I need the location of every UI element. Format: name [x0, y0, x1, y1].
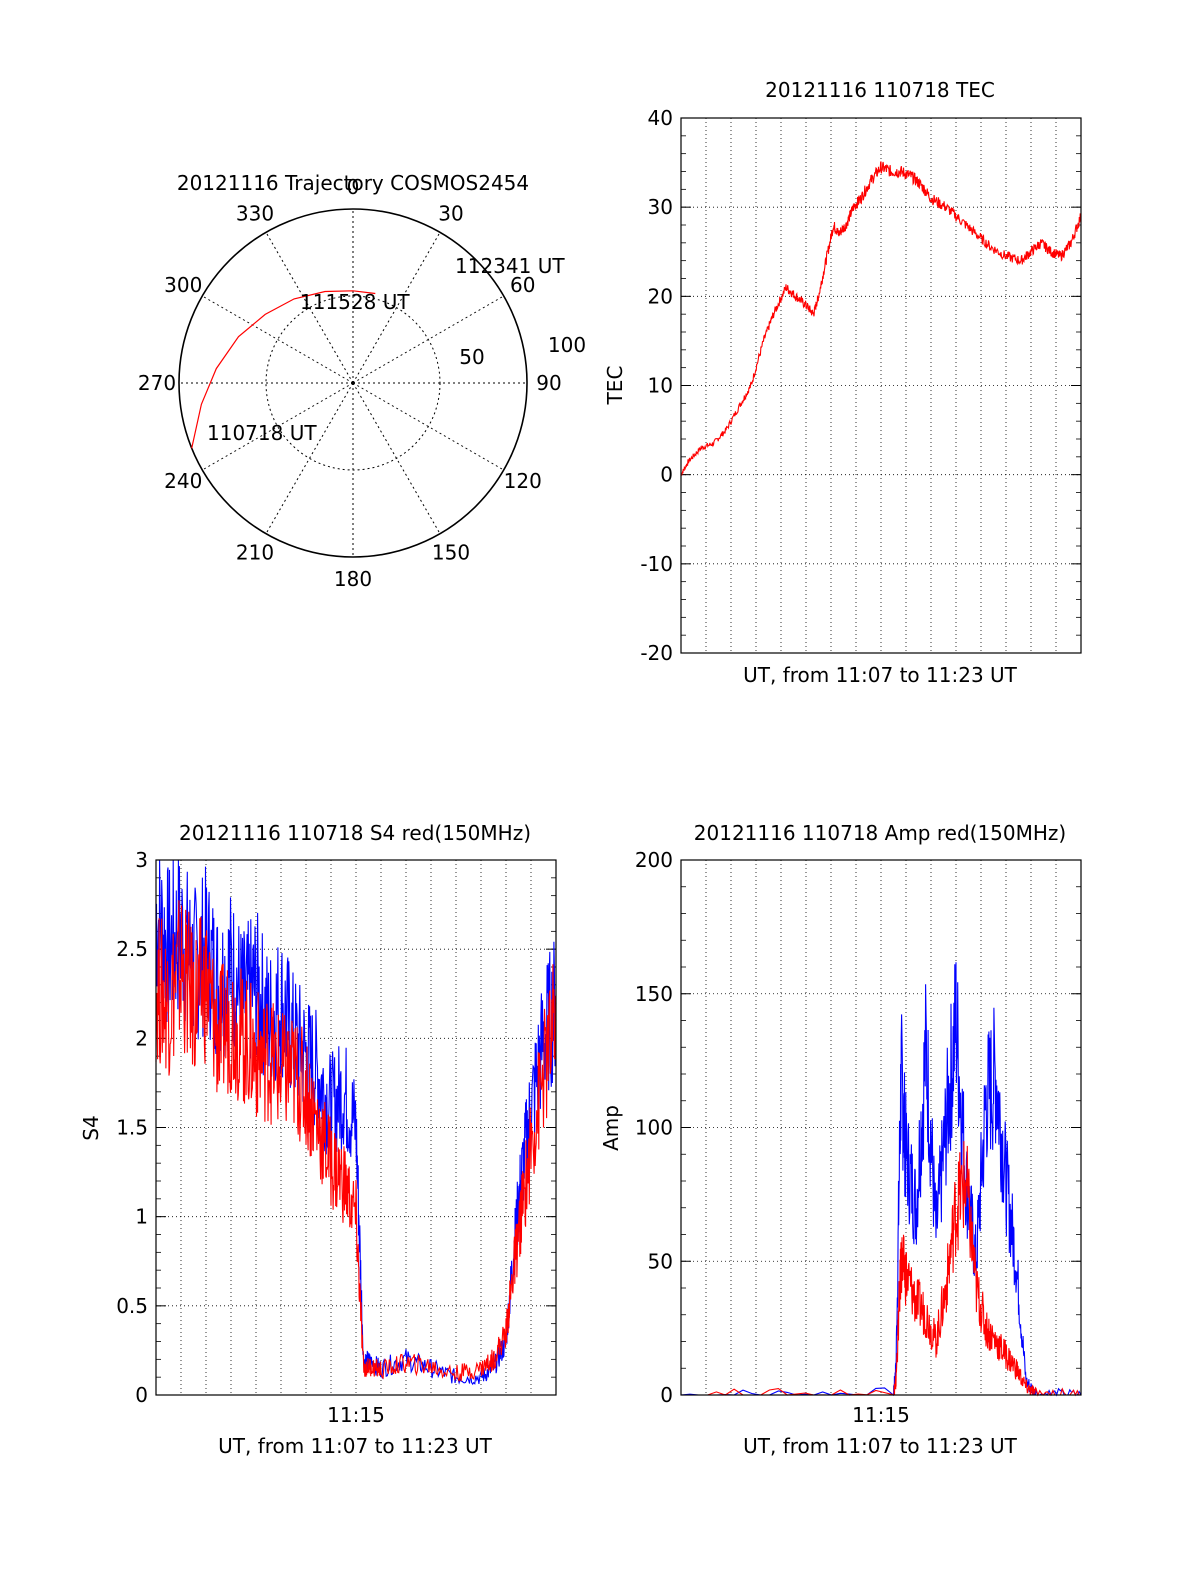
polar-spoke [352, 382, 441, 534]
tec-ytick-label: 10 [648, 374, 673, 398]
polar-outer-ring [178, 208, 528, 558]
s4-ylabel: S4 [79, 1115, 103, 1140]
polar-spoke [202, 295, 354, 384]
s4-ytick-label: 1 [135, 1205, 148, 1229]
tec-panel: 20121116 110718 TEC UT, from 11:07 to 11… [603, 78, 1082, 687]
amp-series-red [681, 1141, 1081, 1397]
tec-plot-area: -20 -10 0 10 20 30 40 [640, 106, 1082, 665]
amp-frame [680, 859, 1082, 1396]
tec-ytick-label: -20 [640, 641, 673, 665]
polar-spoke [265, 382, 354, 534]
s4-ytick-label: 0.5 [116, 1294, 148, 1318]
annotation-start-time: 110718 UT [207, 421, 317, 445]
s4-ytick-label: 0 [135, 1383, 148, 1407]
polar-angle-label: 270 [138, 371, 176, 395]
amp-xlabel: UT, from 11:07 to 11:23 UT [743, 1434, 1018, 1458]
amp-ylabel: Amp [599, 1105, 623, 1151]
tec-xlabel: UT, from 11:07 to 11:23 UT [743, 663, 1018, 687]
s4-panel: 20121116 110718 S4 red(150MHz) UT, from … [79, 821, 557, 1458]
tec-ytick-label: 0 [660, 463, 673, 487]
tec-title: 20121116 110718 TEC [765, 78, 995, 102]
polar-radial-tick-50: 50 [459, 345, 484, 369]
annotation-mid-time: 111528 UT [300, 290, 410, 314]
tec-ytick-label: 30 [648, 195, 673, 219]
tec-ytick-label: 20 [648, 284, 673, 308]
s4-frame [155, 859, 557, 1396]
s4-plot-area: 0 0.5 1 1.5 2 2.5 3 11:15 [116, 848, 557, 1427]
amp-ytick-label: 50 [648, 1249, 673, 1273]
amp-ytick-label: 0 [660, 1383, 673, 1407]
polar-trajectory-series [191, 290, 376, 449]
polar-angle-label: 0 [347, 175, 360, 199]
polar-angle-label: 240 [164, 469, 202, 493]
tec-ylabel: TEC [603, 366, 627, 406]
s4-series-red [155, 900, 557, 1382]
polar-angle-label: 330 [236, 201, 274, 225]
tec-series-red [680, 161, 1082, 476]
amp-series-blue [680, 962, 1082, 1397]
tec-frame [680, 117, 1082, 654]
s4-ytick-label: 3 [135, 848, 148, 872]
s4-xlabel: UT, from 11:07 to 11:23 UT [218, 1434, 493, 1458]
amp-plot-area: 0 50 100 150 200 11:15 [635, 848, 1082, 1427]
polar-angle-label: 30 [438, 201, 463, 225]
polar-spoke [265, 232, 354, 384]
amp-title: 20121116 110718 Amp red(150MHz) [694, 821, 1066, 845]
tec-ytick-label: 40 [648, 106, 673, 130]
polar-title: 20121116 Trajectory COSMOS2454 [177, 171, 529, 195]
s4-xtick-label: 11:15 [327, 1403, 385, 1427]
polar-trajectory-panel: 20121116 Trajectory COSMOS2454 0 30 60 90 12… [138, 171, 586, 591]
polar-radial-tick-100: 100 [548, 333, 586, 357]
amp-panel: 20121116 110718 Amp red(150MHz) UT, from… [599, 821, 1082, 1458]
polar-angle-labels: 0 30 60 90 120 150 180 210 240 270 300 330 [138, 175, 562, 591]
annotation-end-time: 112341 UT [455, 254, 565, 278]
amp-ytick-label: 100 [635, 1116, 673, 1140]
amp-ytick-label: 200 [635, 848, 673, 872]
polar-angle-label: 120 [504, 469, 542, 493]
s4-ytick-label: 2 [135, 1026, 148, 1050]
tec-ytick-label: -10 [640, 552, 673, 576]
polar-angle-label: 300 [164, 273, 202, 297]
amp-xtick-label: 11:15 [852, 1403, 910, 1427]
polar-spoke [352, 232, 441, 384]
amp-ytick-label: 150 [635, 982, 673, 1006]
polar-angle-label: 150 [432, 541, 470, 565]
polar-spoke [202, 382, 354, 471]
s4-ytick-label: 1.5 [116, 1116, 148, 1140]
polar-angle-label: 60 [510, 273, 535, 297]
polar-spoke [352, 295, 504, 384]
polar-angle-label: 210 [236, 541, 274, 565]
polar-trajectory-line [191, 290, 376, 449]
s4-title: 20121116 110718 S4 red(150MHz) [179, 821, 531, 845]
polar-spoke [352, 382, 504, 471]
polar-grid [178, 208, 528, 558]
polar-angle-label: 90 [536, 371, 561, 395]
polar-angle-label: 180 [334, 567, 372, 591]
s4-ytick-label: 2.5 [116, 937, 148, 961]
